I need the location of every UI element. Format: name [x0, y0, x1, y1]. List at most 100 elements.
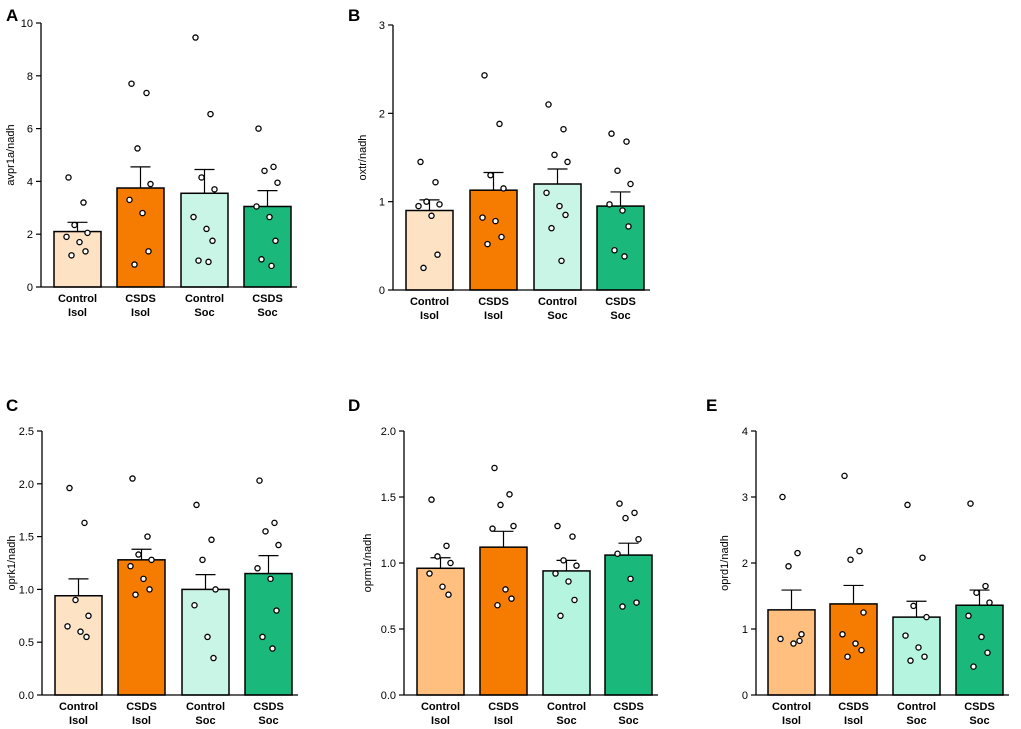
x-category-label: Control [186, 701, 225, 713]
data-point [147, 180, 154, 188]
data-point [844, 653, 851, 660]
bar [469, 189, 518, 291]
data-point [261, 167, 268, 175]
data-point [627, 575, 634, 583]
data-point [910, 602, 917, 610]
data-point [839, 631, 846, 638]
data-point [434, 553, 441, 560]
bar [479, 546, 528, 696]
data-point [210, 654, 217, 662]
data-point [635, 535, 642, 543]
x-category-label: Control [772, 701, 811, 713]
y-tick-label: 0 [27, 282, 33, 294]
data-point [275, 541, 282, 549]
data-point [207, 110, 214, 118]
data-point [841, 472, 848, 480]
data-point [565, 578, 572, 585]
data-point [500, 185, 507, 192]
x-category-sublabel: Soc [547, 310, 567, 322]
data-point [796, 637, 803, 645]
data-point [77, 628, 84, 635]
x-category-label: CSDS [252, 293, 283, 305]
data-point [212, 586, 219, 593]
data-point [199, 556, 206, 564]
data-point [904, 501, 911, 509]
data-point [921, 653, 928, 660]
data-point [614, 167, 621, 174]
data-point [269, 645, 276, 652]
data-point [915, 644, 922, 651]
data-point [631, 509, 638, 517]
data-point [134, 145, 141, 152]
data-point [608, 130, 615, 137]
panel-letter: A [6, 6, 18, 25]
data-point [127, 562, 134, 570]
y-tick-label: 2.0 [381, 426, 396, 438]
x-category-label: CSDS [488, 701, 519, 713]
y-tick-label: 0 [379, 285, 385, 297]
panel-letter: E [706, 396, 717, 415]
y-tick-label: 2 [742, 558, 748, 570]
y-tick-label: 4 [742, 426, 748, 438]
x-category-sublabel: Soc [194, 307, 214, 319]
data-point [64, 623, 71, 630]
data-point [619, 603, 626, 610]
data-point [65, 174, 72, 181]
data-point [209, 237, 216, 245]
x-category-label: Control [58, 293, 97, 305]
x-category-sublabel: Soc [906, 715, 926, 727]
data-point [852, 640, 859, 647]
data-point [83, 633, 90, 641]
data-point [143, 89, 150, 97]
x-category-label: CSDS [253, 701, 284, 713]
data-point [622, 514, 629, 522]
data-point [203, 225, 210, 233]
data-point [794, 549, 801, 557]
data-point [145, 248, 152, 255]
x-category-sublabel: Soc [618, 715, 638, 727]
data-point [479, 214, 486, 221]
data-point [417, 158, 424, 166]
data-point [907, 657, 914, 664]
data-point [148, 556, 155, 564]
data-point [432, 178, 439, 186]
x-category-label: CSDS [478, 296, 509, 308]
x-category-sublabel: Isol [431, 715, 450, 727]
x-category-sublabel: Soc [195, 715, 215, 727]
x-category-label: CSDS [126, 701, 157, 713]
x-category-label: Control [538, 296, 577, 308]
data-point [271, 519, 278, 527]
data-point [274, 179, 281, 186]
bar [180, 192, 229, 288]
bar [596, 205, 645, 291]
x-category-sublabel: Isol [782, 715, 801, 727]
data-point [498, 233, 505, 241]
x-category-label: CSDS [964, 701, 995, 713]
data-point [556, 202, 563, 210]
data-point [259, 633, 266, 641]
bar [542, 570, 591, 696]
data-point [85, 612, 92, 620]
data-point [439, 583, 446, 591]
data-point [208, 536, 215, 544]
data-point [970, 663, 977, 670]
x-category-sublabel: Soc [610, 310, 630, 322]
y-tick-label: 0.5 [19, 637, 34, 649]
data-point [195, 257, 202, 264]
data-point [611, 246, 618, 254]
y-tick-label: 2 [27, 229, 33, 241]
data-point [420, 264, 427, 272]
x-category-sublabel: Isol [132, 715, 151, 727]
data-point [543, 189, 550, 197]
y-tick-label: 8 [27, 71, 33, 83]
data-point [506, 491, 513, 498]
data-point [554, 522, 561, 530]
data-point [798, 631, 805, 638]
bar [54, 594, 103, 696]
data-point [126, 196, 133, 204]
bar [243, 205, 292, 288]
data-point [204, 633, 211, 641]
data-point [423, 198, 430, 205]
